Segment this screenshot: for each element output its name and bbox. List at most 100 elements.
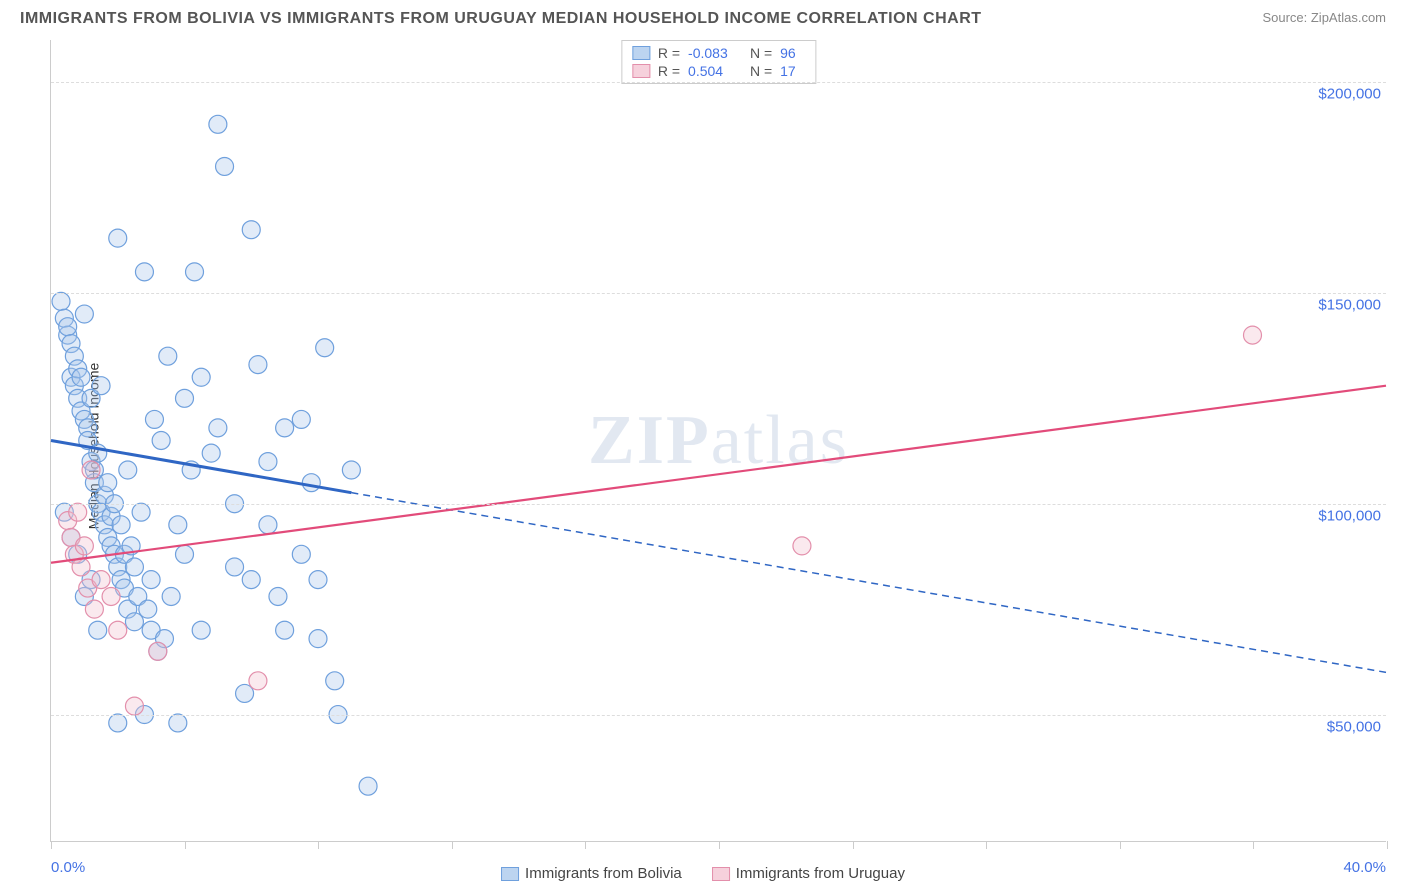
data-point xyxy=(309,630,327,648)
data-point xyxy=(109,714,127,732)
data-point xyxy=(316,339,334,357)
data-point xyxy=(92,377,110,395)
data-point xyxy=(793,537,811,555)
legend-swatch xyxy=(632,64,650,78)
data-point xyxy=(259,516,277,534)
data-point xyxy=(1244,326,1262,344)
x-tick-label: 40.0% xyxy=(1343,859,1386,876)
legend-item: Immigrants from Uruguay xyxy=(712,865,905,882)
data-point xyxy=(292,545,310,563)
legend-label: Immigrants from Uruguay xyxy=(736,865,905,882)
legend-swatch xyxy=(632,46,650,60)
data-point xyxy=(69,503,87,521)
stats-legend-row: R = -0.083 N = 96 xyxy=(632,44,805,62)
data-point xyxy=(276,621,294,639)
data-point xyxy=(135,263,153,281)
data-point xyxy=(52,292,70,310)
data-point xyxy=(82,461,100,479)
x-tick xyxy=(853,841,854,849)
data-point xyxy=(119,461,137,479)
data-point xyxy=(85,600,103,618)
stats-legend-row: R = 0.504 N = 17 xyxy=(632,62,805,80)
data-point xyxy=(125,558,143,576)
data-point xyxy=(75,305,93,323)
n-label: N = xyxy=(746,45,772,61)
r-label: R = xyxy=(658,45,680,61)
data-point xyxy=(132,503,150,521)
chart-title: IMMIGRANTS FROM BOLIVIA VS IMMIGRANTS FR… xyxy=(20,10,982,28)
data-point xyxy=(209,115,227,133)
chart-container: IMMIGRANTS FROM BOLIVIA VS IMMIGRANTS FR… xyxy=(0,0,1406,892)
gridline xyxy=(51,293,1386,294)
r-label: R = xyxy=(658,63,680,79)
data-point xyxy=(269,587,287,605)
x-tick xyxy=(318,841,319,849)
data-point xyxy=(162,587,180,605)
data-point xyxy=(226,558,244,576)
plot-area: ZIPatlas R =-0.083 N =96R =0.504 N =17 $… xyxy=(50,40,1386,842)
n-label: N = xyxy=(746,63,772,79)
legend-label: Immigrants from Bolivia xyxy=(525,865,682,882)
data-point xyxy=(149,642,167,660)
source-label: Source: ZipAtlas.com xyxy=(1262,10,1386,25)
y-tick-label: $150,000 xyxy=(1318,297,1391,314)
data-point xyxy=(72,368,90,386)
data-point xyxy=(309,571,327,589)
x-tick xyxy=(185,841,186,849)
data-point xyxy=(326,672,344,690)
gridline xyxy=(51,82,1386,83)
n-value: 96 xyxy=(780,45,805,61)
x-tick xyxy=(719,841,720,849)
data-point xyxy=(192,368,210,386)
header: IMMIGRANTS FROM BOLIVIA VS IMMIGRANTS FR… xyxy=(0,0,1406,28)
data-point xyxy=(216,157,234,175)
y-tick-label: $50,000 xyxy=(1327,719,1391,736)
data-point xyxy=(109,621,127,639)
x-tick xyxy=(1387,841,1388,849)
data-point xyxy=(59,318,77,336)
x-tick-label: 0.0% xyxy=(51,859,85,876)
regression-line-extrapolated xyxy=(351,493,1386,673)
data-point xyxy=(202,444,220,462)
data-point xyxy=(249,356,267,374)
data-point xyxy=(109,229,127,247)
x-tick xyxy=(1253,841,1254,849)
data-point xyxy=(139,600,157,618)
data-point xyxy=(145,410,163,428)
x-tick xyxy=(452,841,453,849)
data-point xyxy=(242,571,260,589)
data-point xyxy=(142,571,160,589)
data-point xyxy=(176,389,194,407)
r-value: -0.083 xyxy=(688,45,738,61)
r-value: 0.504 xyxy=(688,63,738,79)
x-tick xyxy=(986,841,987,849)
data-point xyxy=(169,516,187,534)
x-tick xyxy=(1120,841,1121,849)
n-value: 17 xyxy=(780,63,805,79)
y-tick-label: $100,000 xyxy=(1318,508,1391,525)
data-point xyxy=(159,347,177,365)
data-point xyxy=(112,516,130,534)
data-point xyxy=(242,221,260,239)
data-point xyxy=(276,419,294,437)
series-legend: Immigrants from Bolivia Immigrants from U… xyxy=(501,865,905,882)
data-point xyxy=(342,461,360,479)
y-tick-label: $200,000 xyxy=(1318,86,1391,103)
data-point xyxy=(99,474,117,492)
plot-svg xyxy=(51,40,1386,841)
data-point xyxy=(359,777,377,795)
gridline xyxy=(51,715,1386,716)
legend-swatch xyxy=(712,867,730,881)
data-point xyxy=(125,697,143,715)
legend-swatch xyxy=(501,867,519,881)
gridline xyxy=(51,504,1386,505)
data-point xyxy=(209,419,227,437)
data-point xyxy=(192,621,210,639)
data-point xyxy=(259,453,277,471)
data-point xyxy=(89,621,107,639)
data-point xyxy=(169,714,187,732)
data-point xyxy=(102,587,120,605)
legend-item: Immigrants from Bolivia xyxy=(501,865,682,882)
data-point xyxy=(92,571,110,589)
data-point xyxy=(292,410,310,428)
